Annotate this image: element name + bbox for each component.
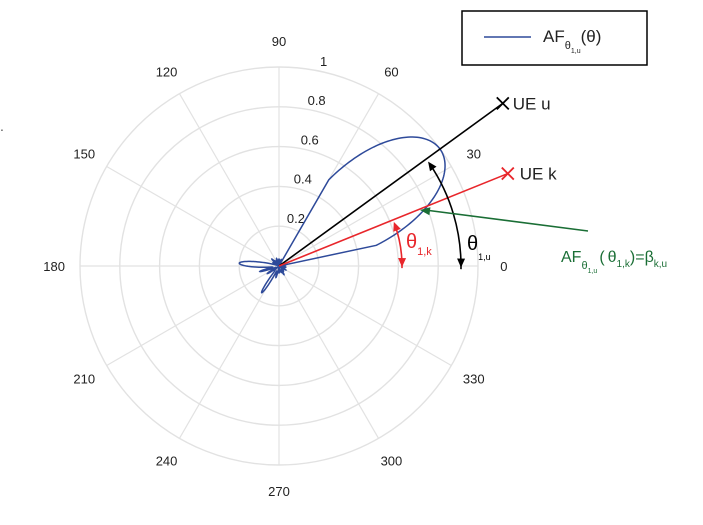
grid-spoke-330	[278, 265, 452, 367]
legend-box	[461, 10, 648, 66]
angle-tick-labels: 0 30 60 90 120 150 180 210 240 270 300 330	[43, 34, 507, 499]
angle-tick-label-240: 240	[156, 454, 178, 469]
ue-k-marker-stroke-2	[501, 166, 515, 181]
angle-tick-label-120: 120	[156, 64, 178, 79]
angle-tick-label-90: 90	[272, 34, 286, 49]
theta-k-label: θ1,k	[406, 231, 432, 258]
ue-u-marker	[496, 96, 510, 111]
legend-label: AFθ1,u(θ)	[543, 27, 601, 55]
stray-dot: .	[0, 118, 4, 134]
ue-u-label: UE u	[513, 94, 551, 113]
theta-k-arrowhead-top	[393, 221, 401, 232]
angle-tick-label-300: 300	[381, 454, 403, 469]
grid-spoke-300	[278, 265, 380, 439]
radial-tick-label-1: 0.4	[294, 172, 312, 187]
theta-u-arrowhead-bottom	[457, 258, 466, 268]
theta-u-arrowhead-top	[428, 161, 437, 172]
radial-tick-label-2: 0.6	[301, 132, 319, 147]
radial-tick-label-0: 0.2	[287, 211, 305, 226]
ue-u-line	[278, 102, 504, 267]
angle-tick-label-30: 30	[467, 147, 481, 162]
angle-tick-label-210: 210	[73, 371, 95, 386]
theta-u-arc	[429, 163, 462, 270]
angle-tick-label-330: 330	[463, 371, 485, 386]
angle-tick-label-180: 180	[43, 259, 65, 274]
theta-u-label: θ1,u	[467, 233, 491, 262]
ue-k-marker	[501, 166, 515, 181]
radial-tick-label-3: 0.8	[308, 93, 326, 108]
ue-k-line	[278, 172, 509, 267]
af-equation: AFθ1,u(θ1,k)=βk,u	[561, 249, 667, 275]
series-af-pattern	[238, 136, 446, 294]
grid-spoke-240	[178, 265, 280, 439]
angle-tick-label-60: 60	[384, 64, 398, 79]
angle-tick-label-150: 150	[73, 147, 95, 162]
theta-k-arrowhead-bottom	[398, 258, 407, 268]
ue-k-label: UE k	[520, 165, 557, 184]
legend: AFθ1,u(θ)	[461, 10, 648, 66]
grid-spoke-210	[106, 265, 280, 367]
af-pointer-line	[424, 209, 589, 232]
angle-tick-label-0: 0	[500, 259, 507, 274]
annotation-layer: UE u UE k θ1,u θ1,k AFθ1,u(θ1,k)=βk,u	[278, 94, 667, 275]
grid-spoke-150	[106, 165, 280, 267]
ue-u-marker-stroke-2	[496, 96, 510, 111]
grid-spoke-30	[278, 165, 452, 267]
radial-tick-labels: 0.2 0.4 0.6 0.8 1	[287, 54, 327, 226]
series-layer	[238, 136, 446, 294]
radial-tick-label-4: 1	[320, 54, 327, 69]
af-pointer-arrowhead	[420, 207, 431, 216]
grid-spoke-120	[178, 93, 280, 267]
angle-tick-label-270: 270	[268, 484, 290, 499]
